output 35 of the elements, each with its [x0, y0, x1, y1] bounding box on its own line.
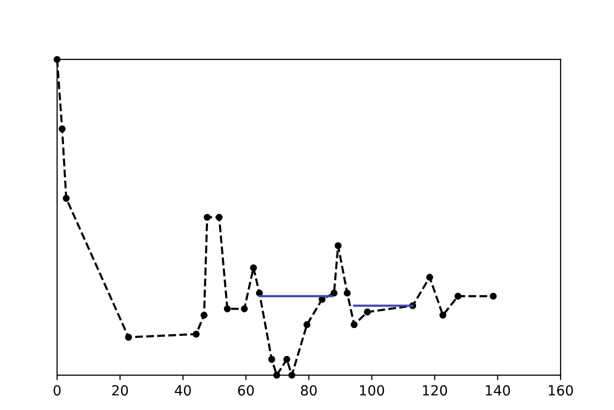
- point: [268, 356, 276, 363]
- point: [240, 305, 248, 312]
- x-tick-label: 140: [486, 385, 510, 396]
- point: [58, 125, 66, 132]
- point: [439, 312, 446, 319]
- point: [204, 214, 211, 221]
- point: [426, 274, 434, 281]
- x-tick-label: 160: [548, 385, 573, 396]
- x-tick-label: 120: [422, 385, 448, 396]
- point: [364, 308, 371, 316]
- point: [283, 356, 290, 363]
- point: [288, 372, 296, 379]
- point: [334, 242, 342, 250]
- x-tick-label: 60: [238, 385, 254, 396]
- point: [490, 292, 497, 300]
- x-tick-label: 0: [54, 385, 61, 396]
- point: [273, 372, 280, 379]
- point: [125, 334, 132, 341]
- point: [224, 305, 231, 312]
- point: [344, 290, 351, 297]
- point: [216, 214, 223, 221]
- point: [192, 330, 200, 338]
- point: [200, 312, 208, 319]
- x-tick-label: 20: [112, 385, 128, 396]
- point: [54, 56, 61, 63]
- point: [454, 292, 462, 300]
- point: [330, 290, 338, 297]
- x-tick-label: 100: [360, 385, 384, 396]
- point: [250, 264, 257, 272]
- point: [256, 290, 263, 297]
- point: [350, 321, 358, 328]
- point: [303, 321, 310, 328]
- x-tick-label: 80: [300, 385, 317, 396]
- point: [62, 194, 70, 202]
- x-tick-label: 40: [174, 385, 191, 396]
